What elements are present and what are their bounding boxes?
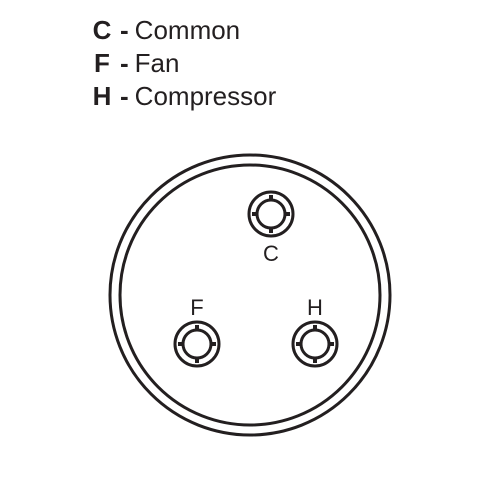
- legend-dash: -: [120, 15, 129, 46]
- terminal-label-c: C: [263, 241, 279, 267]
- legend-dash: -: [120, 81, 129, 112]
- terminal-svg: [105, 150, 395, 440]
- legend-row: F - Fan: [90, 48, 276, 79]
- legend-letter: F: [90, 48, 114, 79]
- legend-word: Compressor: [135, 81, 277, 112]
- legend-letter: C: [90, 15, 114, 46]
- legend-word: Common: [135, 15, 240, 46]
- legend-letter: H: [90, 81, 114, 112]
- terminal-diagram: C F H: [105, 150, 395, 440]
- terminal-label-h: H: [307, 295, 323, 321]
- terminal-label-f: F: [190, 295, 203, 321]
- legend-word: Fan: [135, 48, 180, 79]
- legend-dash: -: [120, 48, 129, 79]
- legend-row: C - Common: [90, 15, 276, 46]
- legend-row: H - Compressor: [90, 81, 276, 112]
- legend: C - Common F - Fan H - Compressor: [90, 15, 276, 114]
